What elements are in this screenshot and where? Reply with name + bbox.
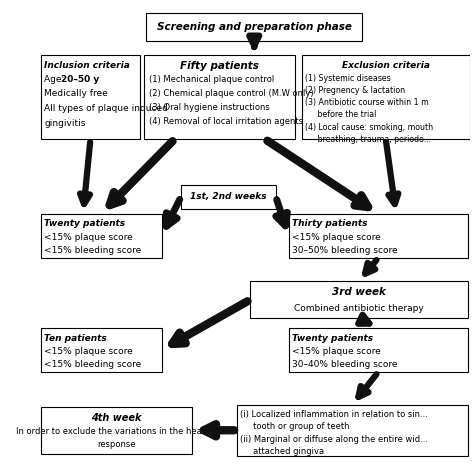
FancyBboxPatch shape	[289, 328, 468, 372]
Text: (4) Removal of local irritation agents: (4) Removal of local irritation agents	[149, 117, 302, 126]
Text: In order to exclude the variations in the healing: In order to exclude the variations in th…	[16, 427, 217, 436]
Text: (i) Localized inflammation in relation to sin...: (i) Localized inflammation in relation t…	[240, 410, 428, 419]
Text: Ten patients: Ten patients	[44, 334, 107, 343]
FancyBboxPatch shape	[41, 214, 162, 258]
Text: (3) Oral hygiene instructions: (3) Oral hygiene instructions	[149, 103, 269, 112]
FancyBboxPatch shape	[144, 55, 295, 139]
Text: 30–40% bleeding score: 30–40% bleeding score	[292, 360, 398, 369]
Text: breathing, trauma, periodo...: breathing, trauma, periodo...	[305, 135, 431, 144]
Text: (2) Pregnency & lactation: (2) Pregnency & lactation	[305, 86, 405, 95]
Text: <15% plaque score: <15% plaque score	[44, 346, 133, 356]
FancyBboxPatch shape	[289, 214, 468, 258]
Text: attached gingiva: attached gingiva	[240, 447, 325, 456]
Text: gingivitis: gingivitis	[44, 119, 86, 128]
FancyBboxPatch shape	[301, 55, 470, 139]
Text: Inclusion criteria: Inclusion criteria	[44, 61, 130, 70]
Text: (1) Mechanical plaque control: (1) Mechanical plaque control	[149, 75, 274, 84]
FancyBboxPatch shape	[181, 185, 276, 209]
Text: (ii) Marginal or diffuse along the entire wid...: (ii) Marginal or diffuse along the entir…	[240, 435, 428, 444]
Text: <15% bleeding score: <15% bleeding score	[44, 360, 142, 369]
Text: Medically free: Medically free	[44, 89, 108, 98]
Text: (4) Local cause: smoking, mouth: (4) Local cause: smoking, mouth	[305, 123, 433, 132]
Text: tooth or group of teeth: tooth or group of teeth	[240, 422, 350, 431]
Text: Twenty patients: Twenty patients	[44, 219, 126, 228]
FancyBboxPatch shape	[237, 405, 468, 456]
Text: <15% plaque score: <15% plaque score	[292, 233, 381, 241]
Text: Thirty patients: Thirty patients	[292, 219, 368, 228]
FancyBboxPatch shape	[41, 55, 140, 139]
Text: before the trial: before the trial	[305, 110, 376, 119]
Text: Combined antibiotic therapy: Combined antibiotic therapy	[294, 304, 424, 313]
Text: Screening and preparation phase: Screening and preparation phase	[157, 22, 352, 32]
Text: 4th week: 4th week	[91, 413, 142, 423]
Text: <15% plaque score: <15% plaque score	[292, 346, 381, 356]
Text: Age:: Age:	[44, 75, 67, 84]
Text: response: response	[97, 440, 136, 449]
Text: <15% plaque score: <15% plaque score	[44, 233, 133, 241]
FancyBboxPatch shape	[41, 328, 162, 372]
Text: <15% bleeding score: <15% bleeding score	[44, 246, 142, 255]
FancyBboxPatch shape	[250, 281, 468, 319]
Text: 20–50 y: 20–50 y	[61, 75, 99, 84]
Text: Twenty patients: Twenty patients	[292, 334, 374, 343]
FancyBboxPatch shape	[146, 13, 362, 41]
Text: (2) Chemical plaque control (M.W only): (2) Chemical plaque control (M.W only)	[149, 89, 313, 98]
Text: 30–50% bleeding score: 30–50% bleeding score	[292, 246, 398, 255]
Text: (3) Antibiotic course within 1 m: (3) Antibiotic course within 1 m	[305, 99, 429, 108]
FancyBboxPatch shape	[41, 407, 191, 454]
Text: All types of plaque induced: All types of plaque induced	[44, 104, 168, 113]
Text: Exclusion criteria: Exclusion criteria	[342, 61, 430, 70]
Text: (1) Systemic diseases: (1) Systemic diseases	[305, 74, 391, 83]
Text: Fifty patients: Fifty patients	[180, 61, 259, 71]
Text: 3rd week: 3rd week	[332, 287, 386, 297]
Text: 1st, 2nd weeks: 1st, 2nd weeks	[190, 192, 267, 201]
